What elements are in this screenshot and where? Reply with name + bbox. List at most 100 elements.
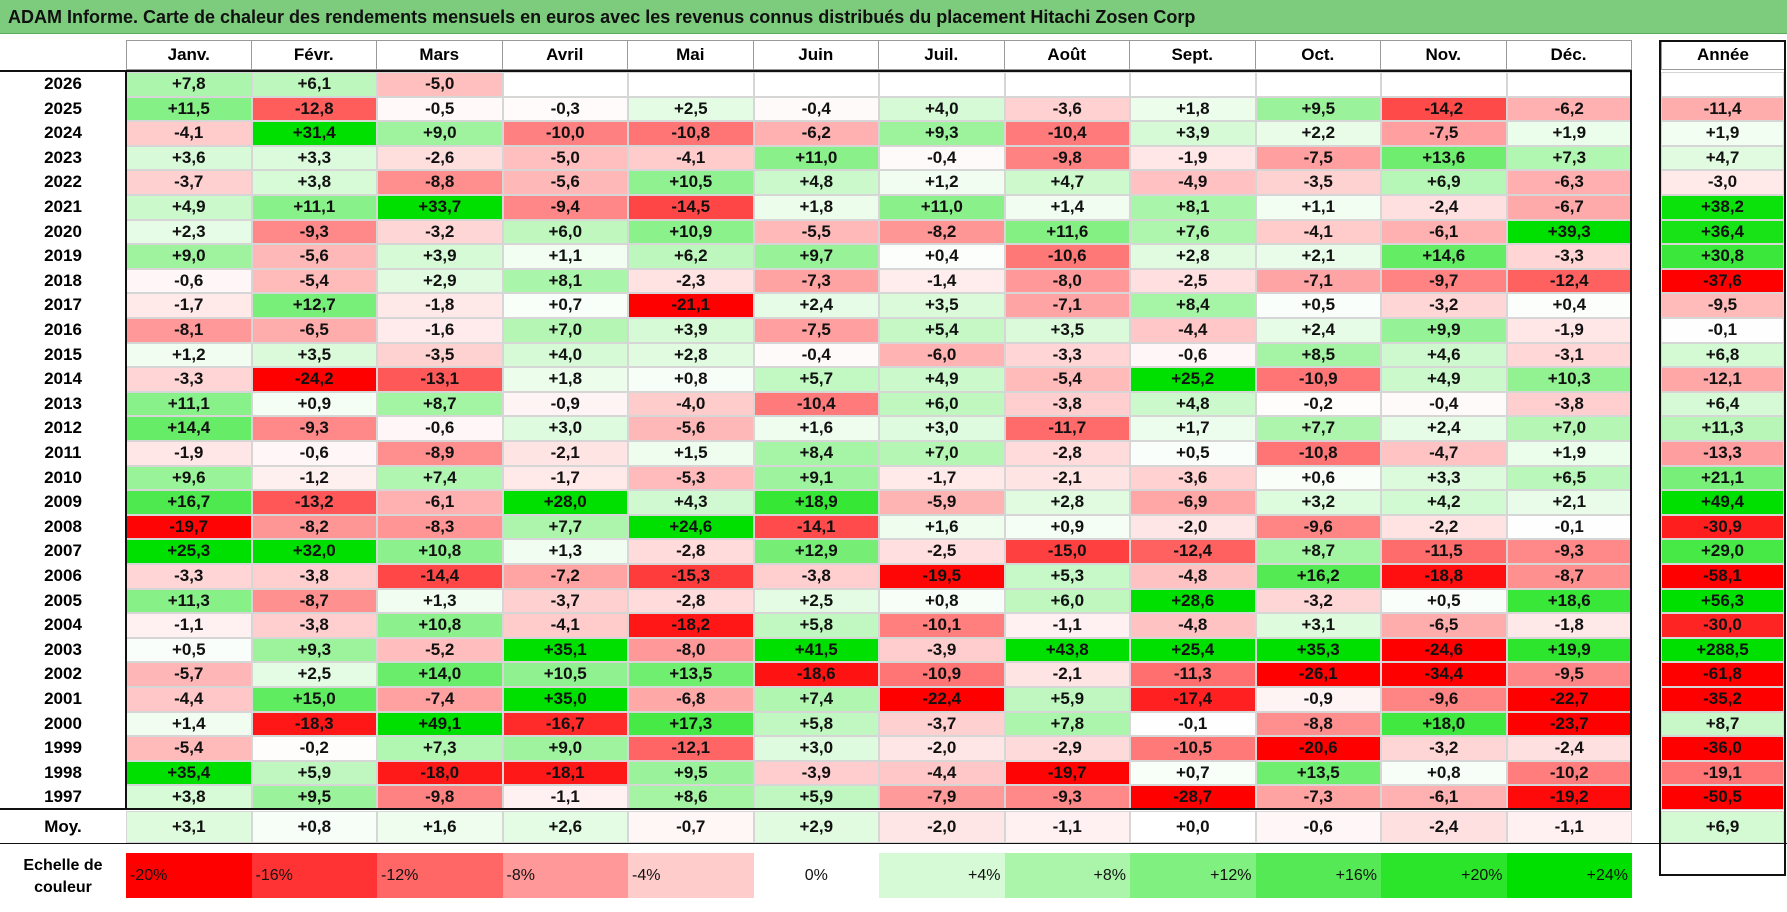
average-cell: -0,6 — [1255, 811, 1381, 843]
month-header: Mars — [377, 40, 503, 70]
heatmap-cell: +7,3 — [377, 736, 503, 761]
heatmap-cell: +43,8 — [1004, 637, 1130, 663]
annual-cell: +21,1 — [1661, 465, 1784, 491]
heatmap-cell: +9,1 — [753, 465, 879, 491]
heatmap-row: -1,1 -3,8 +10,8 -4,1 -18,2 +5,8 -10,1 -1,1 -4,8 +… — [126, 613, 1632, 638]
heatmap-cell: -3,8 — [251, 613, 377, 638]
heatmap-cell: -3,8 — [1004, 391, 1130, 417]
heatmap-cell: -34,4 — [1381, 662, 1507, 687]
heatmap-cell: -9,8 — [1004, 145, 1130, 171]
heatmap-cell: +0,7 — [1130, 760, 1256, 786]
heatmap-cell: -0,6 — [1130, 342, 1256, 368]
heatmap-cell: +16,7 — [126, 490, 252, 515]
heatmap-row: +3,6 +3,3 -2,6 -5,0 -4,1 +11,0 -0,4 -9,8 -1,9 -7,… — [126, 145, 1632, 171]
month-header-row: Janv. Févr. Mars Avril Mai Juin Juil. Août Sept.… — [126, 40, 1632, 70]
annual-cell: -58,1 — [1661, 564, 1784, 589]
heatmap-cell: -0,2 — [251, 736, 377, 761]
heatmap-cell: +3,3 — [251, 145, 377, 171]
heatmap-cell: +11,6 — [1004, 219, 1130, 245]
heatmap-cell: -7,1 — [1255, 268, 1381, 294]
average-cell: +2,6 — [502, 811, 628, 843]
heatmap-cell: +2,4 — [1255, 318, 1381, 343]
month-header: Sept. — [1130, 40, 1256, 70]
heatmap-cell: +10,8 — [377, 539, 503, 564]
heatmap-cell: -1,1 — [502, 785, 628, 810]
heatmap-row: +16,7 -13,2 -6,1 +28,0 +4,3 +18,9 -5,9 +2,8 -6,9… — [126, 490, 1632, 515]
heatmap-cell: -4,1 — [126, 121, 252, 146]
heatmap-cell: -0,4 — [879, 145, 1005, 171]
heatmap-cell: +9,3 — [879, 121, 1005, 146]
heatmap-cell: +8,7 — [1255, 539, 1381, 564]
heatmap-cell: -9,3 — [251, 416, 377, 441]
heatmap-cell: +16,2 — [1255, 564, 1381, 589]
heatmap-cell: +9,5 — [628, 760, 754, 786]
heatmap-cell: -10,0 — [502, 121, 628, 146]
heatmap-row: -8,1 -6,5 -1,6 +7,0 +3,9 -7,5 +5,4 +3,5 -4,4 +2,4… — [126, 318, 1632, 343]
heatmap-row: -5,7 +2,5 +14,0 +10,5 +13,5 -18,6 -10,9 -2,1 -11… — [126, 662, 1632, 687]
heatmap-cell: +0,4 — [879, 244, 1005, 269]
heatmap-cell: -2,8 — [1004, 441, 1130, 466]
heatmap-cell: +3,8 — [126, 785, 252, 810]
heatmap-cell: -2,8 — [628, 588, 754, 614]
heatmap-row: -0,6 -5,4 +2,9 +8,1 -2,3 -7,3 -1,4 -8,0 -2,5 -7,1… — [126, 268, 1632, 294]
year-label: 2018 — [44, 270, 82, 290]
heatmap-cell: -9,4 — [502, 195, 628, 220]
heatmap-cell: +1,3 — [502, 539, 628, 564]
heatmap-cell: +10,8 — [377, 613, 503, 638]
heatmap-cell: +28,0 — [502, 490, 628, 515]
heatmap-row: -5,4 -0,2 +7,3 +9,0 -12,1 +3,0 -2,0 -2,9 -10,5 -2… — [126, 736, 1632, 761]
heatmap-cell: -3,2 — [1255, 588, 1381, 614]
heatmap-cell: -13,1 — [377, 367, 503, 392]
heatmap-cell: -8,7 — [251, 588, 377, 614]
year-label: 2011 — [44, 443, 82, 462]
annual-cell: -61,8 — [1661, 662, 1784, 687]
heatmap-cell — [502, 72, 628, 97]
heatmap-cell: +24,6 — [628, 514, 754, 540]
heatmap-cell: -18,0 — [377, 760, 503, 786]
year-label: 2001 — [44, 689, 82, 708]
heatmap-cell: +6,0 — [1004, 588, 1130, 614]
heatmap-cell: +1,2 — [879, 170, 1005, 195]
annual-cell: -12,1 — [1661, 367, 1784, 392]
year-label: 1999 — [44, 738, 82, 758]
heatmap-cell: +41,5 — [753, 637, 879, 663]
heatmap-cell: -5,0 — [502, 145, 628, 171]
heatmap-cell: +2,4 — [1381, 416, 1507, 441]
heatmap-cell: -1,1 — [126, 613, 252, 638]
heatmap-cell: +11,0 — [753, 145, 879, 171]
heatmap-cell: +8,4 — [753, 441, 879, 466]
heatmap-cell: -6,1 — [1381, 219, 1507, 245]
annual-cell: -3,0 — [1661, 170, 1784, 195]
heatmap-cell: -26,1 — [1255, 662, 1381, 687]
heatmap-cell: +0,8 — [628, 367, 754, 392]
heatmap-cell: -0,4 — [1381, 391, 1507, 417]
heatmap-cell: -6,2 — [753, 121, 879, 146]
heatmap-cell — [1381, 72, 1507, 97]
year-label: 2023 — [44, 147, 82, 167]
heatmap-cell: +7,8 — [1004, 711, 1130, 737]
month-header: Déc. — [1506, 40, 1632, 70]
heatmap-cell: +1,2 — [126, 342, 252, 368]
heatmap-cell: +12,7 — [251, 293, 377, 318]
heatmap-cell: +10,5 — [502, 662, 628, 687]
year-label: 2000 — [44, 713, 82, 733]
heatmap-row: +25,3 +32,0 +10,8 +1,3 -2,8 +12,9 -2,5 -15,0 -12… — [126, 539, 1632, 564]
heatmap-cell: +1,5 — [628, 441, 754, 466]
heatmap-cell: +0,9 — [251, 391, 377, 417]
heatmap-cell: +35,1 — [502, 637, 628, 663]
average-cell: +0,8 — [251, 811, 377, 843]
heatmap-row: -4,1 +31,4 +9,0 -10,0 -10,8 -6,2 +9,3 -10,4 +3,9… — [126, 121, 1632, 146]
heatmap-cell: -3,9 — [879, 637, 1005, 663]
heatmap-cell: +2,5 — [251, 662, 377, 687]
year-label: 2014 — [44, 369, 82, 389]
year-label: 2012 — [44, 418, 82, 438]
annual-header-label: Année — [1661, 40, 1785, 70]
heatmap-cell: -0,5 — [377, 96, 503, 122]
heatmap-cell: +33,7 — [377, 195, 503, 220]
heatmap-cell: -2,0 — [879, 736, 1005, 761]
scale-swatch: +16% — [1255, 853, 1381, 898]
heatmap-cell: -9,3 — [1004, 785, 1130, 810]
heatmap-cell: -21,1 — [628, 293, 754, 318]
heatmap-cell: -7,5 — [753, 318, 879, 343]
heatmap-cell: +0,5 — [1130, 441, 1256, 466]
